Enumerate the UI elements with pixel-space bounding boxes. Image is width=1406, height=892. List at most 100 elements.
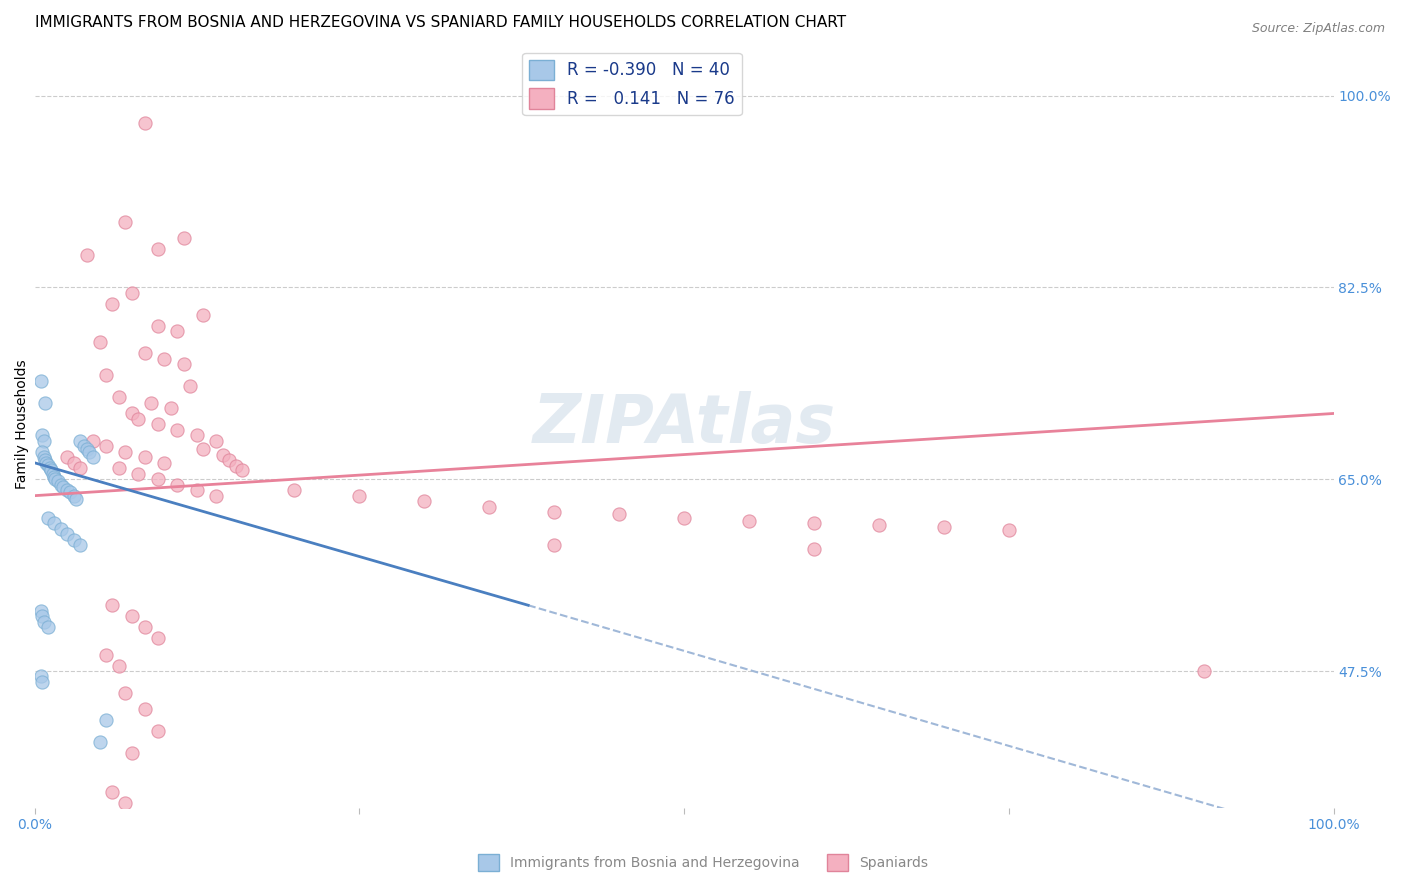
Point bbox=[121, 285, 143, 300]
Point bbox=[94, 439, 117, 453]
Point bbox=[35, 456, 58, 470]
Point bbox=[101, 297, 124, 311]
Point bbox=[803, 542, 825, 557]
Point bbox=[32, 615, 55, 629]
Point bbox=[134, 116, 156, 130]
Point bbox=[225, 459, 247, 474]
Point bbox=[30, 604, 52, 618]
Point bbox=[121, 609, 143, 624]
Point bbox=[166, 324, 188, 338]
Point bbox=[205, 434, 228, 448]
Point bbox=[94, 714, 117, 728]
Point bbox=[39, 461, 62, 475]
Point bbox=[52, 480, 75, 494]
Point bbox=[56, 483, 79, 498]
Point bbox=[59, 485, 82, 500]
Point bbox=[89, 735, 111, 749]
Y-axis label: Family Households: Family Households bbox=[15, 359, 30, 489]
Point bbox=[69, 538, 91, 552]
Point bbox=[193, 442, 215, 456]
Legend: Immigrants from Bosnia and Herzegovina, Spaniards: Immigrants from Bosnia and Herzegovina, … bbox=[472, 848, 934, 876]
Point bbox=[31, 675, 53, 690]
Point bbox=[134, 620, 156, 634]
Point bbox=[868, 518, 890, 533]
Point bbox=[101, 599, 124, 613]
Point bbox=[134, 346, 156, 360]
Point bbox=[37, 458, 59, 472]
Point bbox=[173, 231, 195, 245]
Point bbox=[141, 395, 163, 409]
Point bbox=[153, 351, 176, 366]
Point bbox=[173, 357, 195, 371]
Point bbox=[212, 448, 235, 462]
Point bbox=[108, 461, 131, 475]
Point bbox=[73, 439, 96, 453]
Point bbox=[166, 423, 188, 437]
Point bbox=[1192, 664, 1215, 678]
Point bbox=[127, 467, 149, 481]
Point bbox=[160, 401, 183, 415]
Point bbox=[30, 669, 52, 683]
Point bbox=[31, 445, 53, 459]
Point bbox=[82, 450, 104, 465]
Point bbox=[114, 215, 136, 229]
Point bbox=[56, 527, 79, 541]
Point bbox=[218, 452, 240, 467]
Point bbox=[146, 472, 169, 486]
Point bbox=[62, 489, 84, 503]
Point bbox=[94, 648, 117, 662]
Point bbox=[186, 483, 208, 498]
Point bbox=[49, 522, 72, 536]
Point bbox=[49, 477, 72, 491]
Point bbox=[42, 467, 65, 481]
Point bbox=[108, 658, 131, 673]
Point bbox=[44, 472, 66, 486]
Point bbox=[32, 450, 55, 465]
Point bbox=[413, 494, 436, 508]
Point bbox=[69, 434, 91, 448]
Point bbox=[179, 379, 201, 393]
Point bbox=[193, 308, 215, 322]
Point bbox=[56, 450, 79, 465]
Point bbox=[114, 686, 136, 700]
Point bbox=[146, 724, 169, 739]
Point bbox=[101, 784, 124, 798]
Point bbox=[121, 407, 143, 421]
Point bbox=[146, 242, 169, 256]
Point bbox=[543, 538, 565, 552]
Point bbox=[41, 463, 63, 477]
Point bbox=[134, 450, 156, 465]
Point bbox=[146, 417, 169, 432]
Point bbox=[31, 428, 53, 442]
Point bbox=[94, 861, 117, 875]
Point bbox=[46, 475, 69, 489]
Point bbox=[114, 445, 136, 459]
Point bbox=[69, 461, 91, 475]
Point bbox=[32, 434, 55, 448]
Point bbox=[803, 516, 825, 530]
Point bbox=[76, 247, 98, 261]
Point bbox=[42, 470, 65, 484]
Point bbox=[42, 516, 65, 530]
Point bbox=[166, 477, 188, 491]
Point bbox=[932, 520, 955, 534]
Point bbox=[153, 456, 176, 470]
Point bbox=[134, 702, 156, 716]
Text: Source: ZipAtlas.com: Source: ZipAtlas.com bbox=[1251, 22, 1385, 36]
Point bbox=[997, 523, 1019, 537]
Point bbox=[30, 374, 52, 388]
Point bbox=[478, 500, 501, 514]
Point bbox=[114, 796, 136, 810]
Point bbox=[127, 412, 149, 426]
Point bbox=[62, 533, 84, 547]
Point bbox=[349, 489, 371, 503]
Point bbox=[37, 620, 59, 634]
Point bbox=[738, 514, 761, 528]
Text: IMMIGRANTS FROM BOSNIA AND HERZEGOVINA VS SPANIARD FAMILY HOUSEHOLDS CORRELATION: IMMIGRANTS FROM BOSNIA AND HERZEGOVINA V… bbox=[35, 15, 845, 30]
Point bbox=[108, 834, 131, 848]
Point bbox=[543, 505, 565, 519]
Point bbox=[231, 463, 253, 477]
Point bbox=[283, 483, 305, 498]
Point bbox=[31, 609, 53, 624]
Point bbox=[37, 510, 59, 524]
